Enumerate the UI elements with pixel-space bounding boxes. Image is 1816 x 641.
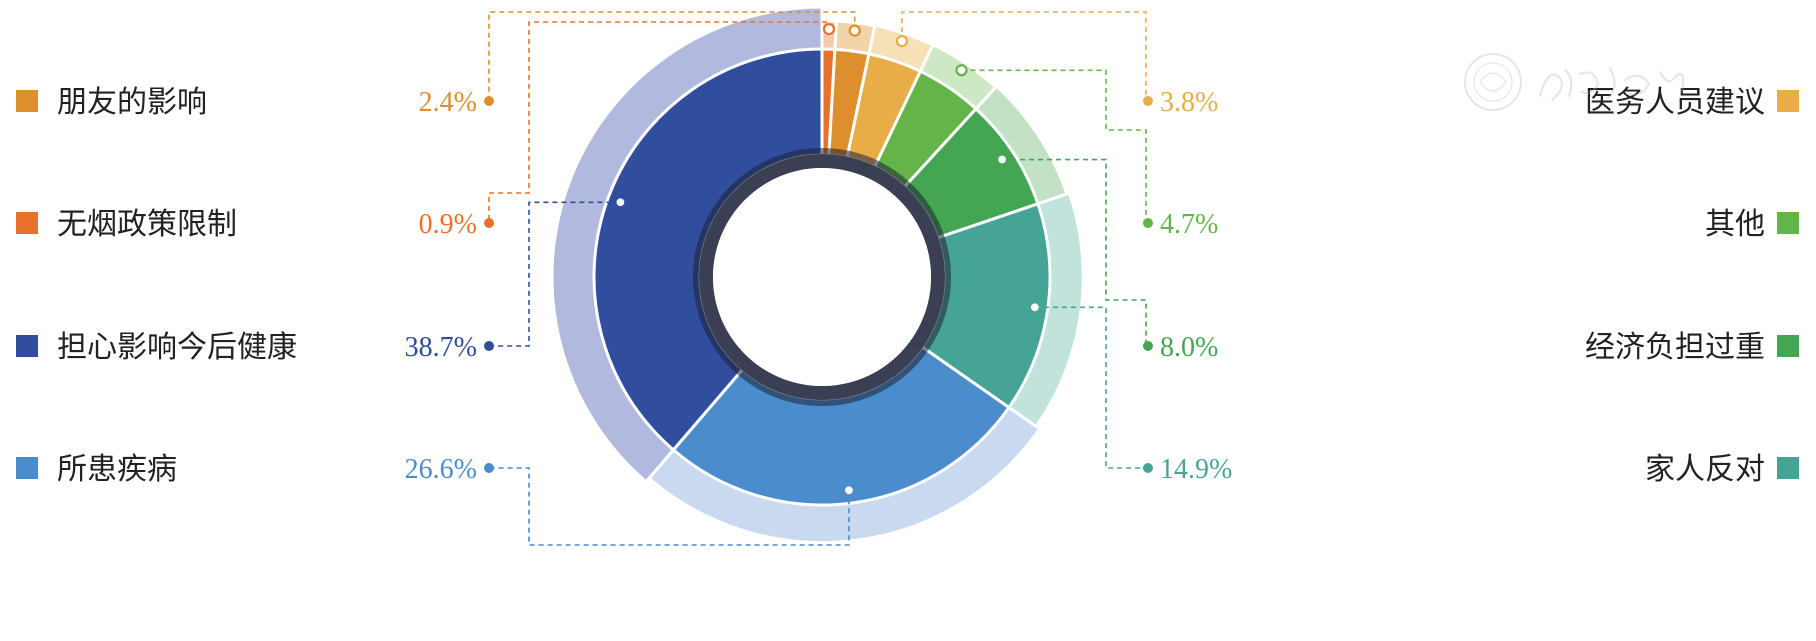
- pct-label-0: 0.9%: [419, 209, 477, 240]
- label-marker-1: [484, 96, 494, 106]
- leader-anchor-5: [1028, 301, 1041, 314]
- leader-anchor-4: [995, 153, 1009, 166]
- legend-label-1: 朋友的影响: [57, 85, 207, 120]
- legend-swatch-7: [16, 335, 38, 357]
- label-marker-4: [1143, 341, 1153, 351]
- leader-anchor-0: [822, 22, 836, 36]
- leader-line-0: [488, 21, 830, 223]
- inner-shadow-ring: [699, 154, 945, 400]
- leader-line-6: [489, 467, 850, 546]
- legend-swatch-3: [1777, 212, 1799, 234]
- legend-swatch-5: [1777, 457, 1799, 479]
- pct-label-3: 4.7%: [1160, 209, 1218, 240]
- donut-hole: [713, 168, 931, 386]
- legend-swatch-2: [1777, 90, 1799, 112]
- leader-anchor-6: [842, 484, 856, 497]
- legend-label-4: 经济负担过重: [1585, 330, 1765, 365]
- inner-shade-ring: [693, 148, 951, 406]
- legend-swatch-6: [16, 457, 38, 479]
- pct-label-4: 8.0%: [1160, 332, 1218, 363]
- pct-label-1: 2.4%: [419, 87, 477, 118]
- leader-anchor-2: [895, 35, 909, 48]
- legend-label-0: 无烟政策限制: [57, 207, 237, 242]
- watermark-seal: [1464, 53, 1685, 111]
- labels-layer: 0.9% 无烟政策限制 2.4% 朋友的影响 3.8% 医务人员建议 4.7% 其他 8.0% 经…: [16, 85, 1799, 487]
- label-marker-2: [1143, 96, 1153, 106]
- leader-anchor-1: [848, 24, 861, 37]
- legend-label-3: 其他: [1705, 207, 1765, 242]
- pct-label-6: 26.6%: [405, 454, 477, 485]
- label-marker-3: [1143, 218, 1153, 228]
- legend-swatch-0: [16, 212, 38, 234]
- label-marker-7: [484, 341, 494, 351]
- leader-line-2: [901, 11, 1147, 101]
- leader-anchor-3: [955, 64, 968, 77]
- label-marker-5: [1143, 463, 1153, 473]
- pct-label-5: 14.9%: [1160, 454, 1232, 485]
- leader-line-7: [489, 201, 621, 347]
- legend-swatch-1: [16, 90, 38, 112]
- leader-line-1: [488, 11, 856, 101]
- leader-line-4: [1002, 158, 1147, 346]
- legend-label-6: 所患疾病: [57, 452, 177, 487]
- label-marker-0: [484, 218, 494, 228]
- pct-label-2: 3.8%: [1160, 87, 1218, 118]
- leader-lines-layer: [484, 11, 1153, 546]
- label-marker-6: [484, 463, 494, 473]
- inner-shadow-edge: [693, 148, 951, 406]
- leader-anchor-7: [614, 196, 627, 209]
- pct-label-7: 38.7%: [405, 332, 477, 363]
- legend-label-2: 医务人员建议: [1585, 85, 1765, 120]
- legend-label-5: 家人反对: [1645, 452, 1765, 487]
- legend-label-7: 担心影响今后健康: [57, 330, 297, 365]
- legend-swatch-4: [1777, 335, 1799, 357]
